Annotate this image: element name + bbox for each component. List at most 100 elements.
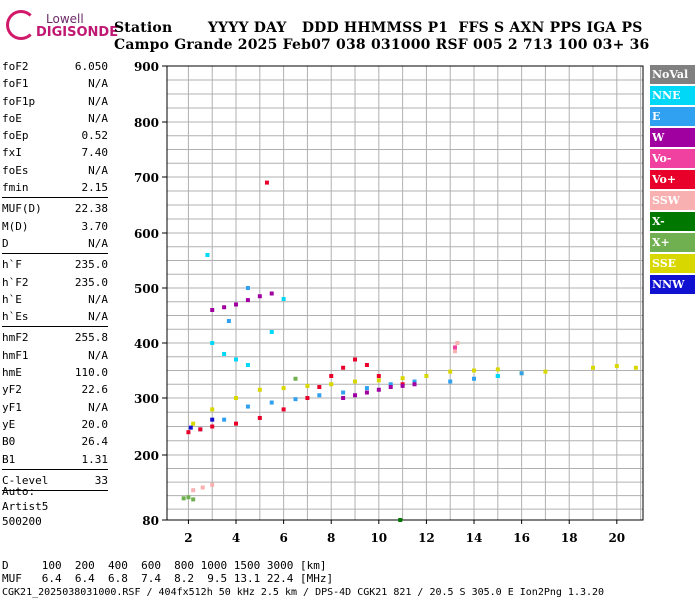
param-row: D N/A	[2, 235, 108, 252]
param-row: fmin 2.15	[2, 179, 108, 196]
data-point	[234, 302, 239, 307]
data-point	[472, 368, 477, 373]
logo-brand: Lowell	[46, 12, 84, 26]
data-point	[495, 367, 500, 372]
param-value: N/A	[88, 94, 108, 108]
data-point	[305, 383, 310, 388]
x-tick-label: 2	[184, 531, 192, 545]
param-row: h`F2 235.0	[2, 274, 108, 291]
data-point	[257, 387, 262, 392]
legend-item: Vo+	[650, 170, 695, 189]
data-point	[245, 298, 250, 303]
param-value: N/A	[88, 310, 108, 324]
param-key: foEs	[2, 163, 29, 177]
param-row: yF2 22.6	[2, 381, 108, 398]
param-row: B1 1.31	[2, 451, 108, 468]
param-row: h`E N/A	[2, 291, 108, 308]
param-row: foF1p N/A	[2, 93, 108, 110]
data-point	[341, 365, 346, 370]
data-point	[353, 393, 358, 398]
data-point	[400, 383, 405, 388]
param-key: MUF(D)	[2, 202, 42, 216]
param-value: 7.40	[81, 146, 109, 160]
scaled-parameters-panel: foF2 6.050 foF1 N/A foF1p N/A foE N/A foEp 0.52 fx…	[2, 58, 108, 493]
auto-label: Auto:	[2, 485, 36, 498]
data-point	[388, 382, 393, 387]
data-point	[264, 180, 269, 185]
x-tick-label: 10	[370, 531, 387, 545]
data-point	[210, 424, 215, 429]
legend-item: NNE	[650, 86, 695, 105]
data-point	[281, 297, 286, 301]
param-key: fxI	[2, 146, 22, 160]
param-value: 33	[94, 473, 108, 487]
y-tick-label: 800	[134, 116, 159, 130]
data-point	[234, 396, 239, 400]
data-point	[341, 396, 346, 400]
legend-item: SSW	[650, 191, 695, 210]
param-value: 255.8	[74, 331, 108, 345]
x-tick-label: 6	[279, 531, 287, 545]
param-key: foF1	[2, 77, 29, 91]
param-key: B0	[2, 435, 16, 449]
d-distance-row: D 100 200 400 600 800 1000 1500 3000 [km…	[2, 559, 327, 572]
param-row: foF1 N/A	[2, 75, 108, 92]
param-key: yE	[2, 417, 16, 431]
param-row: yE 20.0	[2, 416, 108, 433]
data-point	[269, 400, 274, 405]
data-point	[305, 396, 310, 400]
param-row: foF2 6.050	[2, 58, 108, 75]
param-separator	[2, 468, 108, 470]
y-tick-label: 900	[134, 60, 159, 74]
data-point	[245, 363, 250, 367]
param-value: N/A	[88, 292, 108, 306]
param-row: h`Es N/A	[2, 308, 108, 325]
param-row: fxI 7.40	[2, 144, 108, 161]
param-key: h`Es	[2, 310, 29, 324]
y-tick-label: 700	[134, 171, 159, 185]
data-point	[317, 385, 322, 389]
data-point	[269, 330, 274, 334]
param-separator	[2, 326, 108, 328]
data-point	[424, 374, 429, 378]
data-point	[293, 376, 298, 381]
data-point	[448, 369, 453, 374]
data-point	[186, 430, 191, 435]
data-point	[191, 497, 196, 502]
param-key: hmE	[2, 366, 22, 380]
data-point	[633, 365, 638, 370]
param-value: N/A	[88, 348, 108, 362]
data-point	[198, 427, 203, 432]
param-key: hmF2	[2, 331, 29, 345]
data-point	[329, 374, 334, 378]
param-value: 110.0	[74, 366, 108, 380]
param-row: h`F 235.0	[2, 256, 108, 273]
data-point	[376, 387, 381, 392]
param-row: foEp 0.52	[2, 127, 108, 144]
data-point	[281, 407, 286, 412]
param-row: foEs N/A	[2, 162, 108, 179]
param-value: N/A	[88, 163, 108, 177]
param-key: h`E	[2, 292, 22, 306]
param-value: 2.15	[81, 181, 109, 195]
data-point	[245, 286, 250, 290]
y-tick-label: 200	[134, 449, 159, 463]
param-value: 6.050	[74, 60, 108, 73]
autoscaling-info: Auto: Artist5 500200	[2, 484, 48, 529]
data-point	[400, 376, 405, 381]
polarization-legend: NoVal NNE E W Vo- Vo+ SSW X- X+ SSE NNW	[650, 65, 695, 296]
param-key: B1	[2, 452, 16, 466]
data-point	[293, 397, 298, 402]
param-separator	[2, 490, 108, 492]
param-key: M(D)	[2, 219, 29, 233]
y-tick-label: 400	[134, 337, 159, 351]
data-point	[519, 371, 524, 376]
y-tick-label: 80	[142, 514, 159, 528]
param-key: h`F	[2, 258, 22, 272]
legend-item: X-	[650, 212, 695, 231]
data-point	[353, 357, 358, 362]
auto-program: Artist5	[2, 500, 49, 513]
param-separator	[2, 197, 108, 199]
logo-product: DIGISONDE	[36, 25, 119, 40]
param-row: M(D) 3.70	[2, 218, 108, 235]
